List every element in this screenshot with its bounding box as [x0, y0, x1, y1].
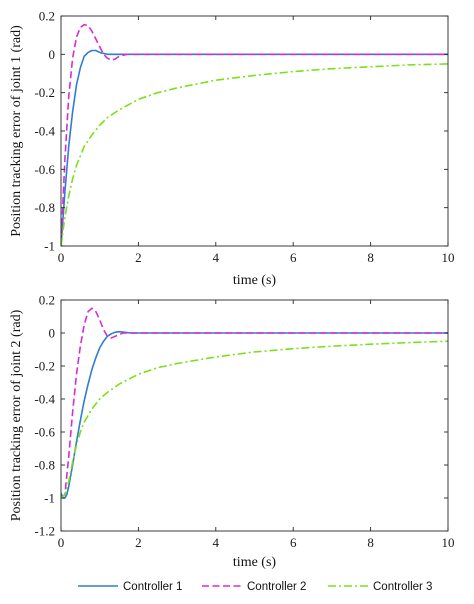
y-tick-label: -1.2 [34, 524, 55, 539]
plot-frame [60, 299, 449, 532]
x-axis-label: time (s) [233, 273, 276, 288]
x-tick-label: 0 [58, 535, 65, 550]
joint1-error-plot: 0 2 4 6 8 10 -1 -0.8 -0.6 -0.4 -0.2 0 0.2 time (s) Pos… [9, 9, 455, 289]
x-axis-label: time (s) [233, 555, 276, 570]
series-line-controller-1 [61, 330, 448, 499]
joint2-error-plot: 0 2 4 6 8 10 -1.2 -1 -0.8 -0.6 -0.4 -0.2 0 0.2 time (s… [9, 293, 455, 571]
x-tick-label: 6 [290, 535, 297, 550]
y-tick-label: -0.8 [34, 458, 55, 473]
y-tick-label: -0.2 [34, 85, 55, 100]
x-tick-label: 10 [442, 535, 455, 550]
y-tick-label: -1 [44, 491, 55, 506]
series-line-controller-3 [61, 340, 448, 499]
series-line-controller-2 [61, 307, 448, 499]
x-tick-label: 4 [213, 250, 220, 265]
legend: Controller 1 Controller 2 Controller 3 [78, 581, 432, 593]
y-tick-label: -0.6 [34, 162, 55, 177]
x-tick-label: 8 [367, 250, 374, 265]
y-tick-label: 0.2 [39, 293, 55, 308]
x-tick-label: 10 [442, 250, 455, 265]
legend-label-controller-1: Controller 1 [123, 581, 182, 593]
y-tick-label: -1 [44, 239, 55, 254]
y-axis-label: Position tracking error of joint 1 (rad) [9, 25, 24, 237]
y-tick-label: -0.2 [34, 359, 55, 374]
y-tick-label: -0.4 [34, 124, 55, 139]
x-tick-label: 0 [58, 250, 65, 265]
y-tick-label: 0 [49, 326, 56, 341]
series-line-controller-2 [61, 23, 448, 246]
x-tick-label: 8 [367, 535, 374, 550]
y-tick-label: 0 [49, 47, 56, 62]
y-tick-label: 0.2 [39, 9, 55, 24]
x-tick-label: 6 [290, 250, 297, 265]
x-tick-label: 4 [213, 535, 220, 550]
legend-label-controller-3: Controller 3 [373, 581, 432, 593]
x-tick-label: 2 [135, 250, 142, 265]
x-tick-label: 2 [135, 535, 142, 550]
y-tick-label: -0.6 [34, 425, 55, 440]
series-line-controller-1 [61, 49, 448, 246]
series-line-controller-3 [61, 63, 448, 246]
y-tick-label: -0.4 [34, 392, 55, 407]
y-axis-label: Position tracking error of joint 2 (rad) [9, 309, 24, 521]
y-tick-label: -0.8 [34, 200, 55, 215]
legend-label-controller-2: Controller 2 [247, 581, 306, 593]
